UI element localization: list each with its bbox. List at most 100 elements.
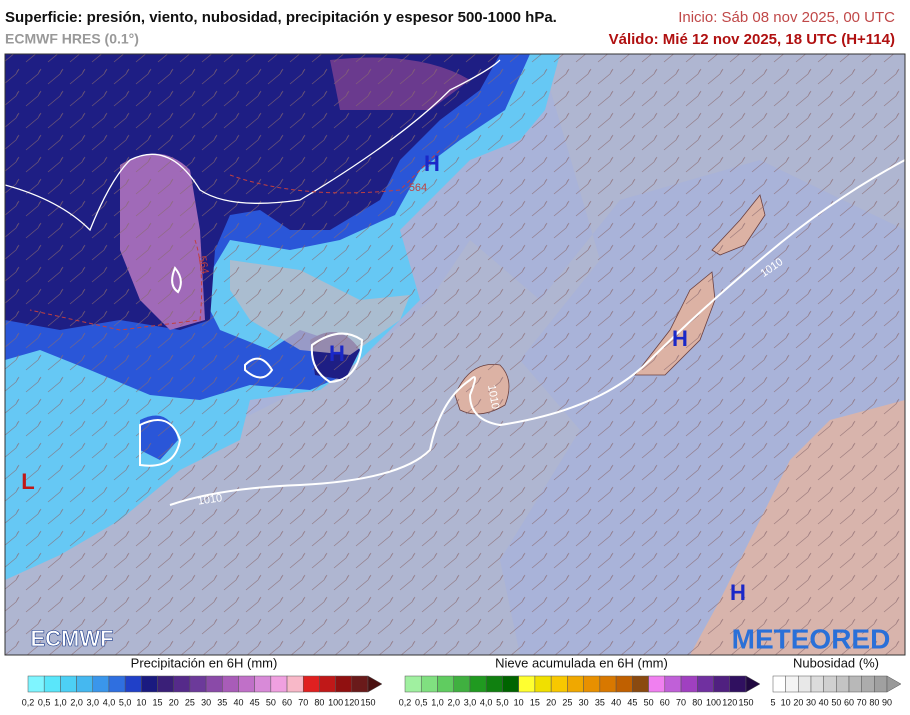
thickness-line <box>29 149 441 331</box>
legend-label: 150 <box>738 697 753 707</box>
wind-barbs <box>5 54 905 655</box>
legend-swatch <box>222 675 239 693</box>
legend-label: 2,0 <box>447 697 460 707</box>
legend-swatch <box>189 675 207 693</box>
legend-swatch <box>697 675 714 693</box>
legend-swatch <box>772 675 786 693</box>
low-pressure: L <box>21 469 34 494</box>
legend-label: 80 <box>869 697 879 707</box>
legend-swatch <box>141 675 158 693</box>
legend-swatch <box>108 675 126 693</box>
legend-swatch <box>664 675 682 693</box>
legend-label: 60 <box>660 697 670 707</box>
legend-swatch <box>567 675 584 693</box>
model: ECMWF HRES (0.1°) <box>5 31 139 47</box>
legend-label: 3,0 <box>87 697 100 707</box>
isobar <box>5 59 501 232</box>
legend-label: 4,0 <box>103 697 116 707</box>
legend-swatch <box>823 675 837 693</box>
legend-swatch <box>124 675 142 693</box>
legend-label: 100 <box>706 697 721 707</box>
legend-swatch <box>632 675 649 693</box>
legend-swatch <box>680 675 698 693</box>
legend-swatch <box>335 675 353 693</box>
legend-label: 45 <box>627 697 637 707</box>
legend-swatch <box>861 675 875 693</box>
legend-label: 5,0 <box>119 697 132 707</box>
legend-label: 20 <box>169 697 179 707</box>
legend-swatch <box>319 675 336 693</box>
legend-label: 40 <box>819 697 829 707</box>
legends: Precipitación en 6H (mm)0,2 0,5 1,0 2,0 3,0 4… <box>22 655 902 707</box>
legend-swatch <box>437 675 454 693</box>
legend-swatch <box>205 675 223 693</box>
legend-swatch <box>485 675 503 693</box>
isobar-label: 1010 <box>197 492 223 507</box>
legend-label: 40 <box>233 697 243 707</box>
legend-swatch <box>810 675 824 693</box>
legend-label: 30 <box>201 697 211 707</box>
title: Superficie: presión, viento, nubosidad, … <box>5 9 557 26</box>
legend-label: 50 <box>831 697 841 707</box>
high-pressure: H <box>329 341 345 366</box>
legend-label: 80 <box>314 697 324 707</box>
legend-label: 15 <box>153 697 163 707</box>
legend-label: 35 <box>595 697 605 707</box>
legend-swatch <box>404 675 422 693</box>
legend-label: 120 <box>344 697 359 707</box>
map-frame <box>4 53 906 656</box>
legend-label: 0,5 <box>38 697 51 707</box>
legend-label: 60 <box>282 697 292 707</box>
high-pressure: H <box>672 326 688 351</box>
legend-swatch <box>798 675 812 693</box>
legend-label: 4,0 <box>480 697 493 707</box>
legend-label: 40 <box>611 697 621 707</box>
legend-swatch <box>729 675 747 693</box>
legend-label: 90 <box>882 697 892 707</box>
legend-label: 70 <box>676 697 686 707</box>
legend-swatch <box>874 675 888 693</box>
legend-label: 0,2 <box>399 697 412 707</box>
legend-swatch <box>43 675 61 693</box>
legend-label: 20 <box>546 697 556 707</box>
legend-label: 120 <box>722 697 737 707</box>
legend-label: 25 <box>185 697 195 707</box>
legend-label: 25 <box>562 697 572 707</box>
legend-swatch <box>254 675 272 693</box>
legend-swatch <box>469 675 487 693</box>
legend-label: 150 <box>360 697 375 707</box>
legend-label: 100 <box>328 697 343 707</box>
legend-arrow <box>745 675 761 693</box>
init-time: Inicio: Sáb 08 nov 2025, 00 UTC <box>678 9 895 26</box>
legend-swatch <box>599 675 617 693</box>
legend-label: 10 <box>514 697 524 707</box>
legend-label: 60 <box>844 697 854 707</box>
legend-label: 15 <box>530 697 540 707</box>
legend-swatch <box>615 675 633 693</box>
thickness-label: 564 <box>196 255 211 275</box>
legend-swatch <box>785 675 799 693</box>
legend-swatch <box>286 675 304 693</box>
valid-time: Válido: Mié 12 nov 2025, 18 UTC (H+114) <box>609 31 895 48</box>
legend-swatch <box>713 675 731 693</box>
legend-label: 10 <box>781 697 791 707</box>
isobar-closed <box>139 266 364 467</box>
legend-label: 80 <box>692 697 702 707</box>
legend-swatch <box>848 675 862 693</box>
legend-title: Nieve acumulada en 6H (mm) <box>495 655 668 670</box>
legend-title: Precipitación en 6H (mm) <box>131 655 278 670</box>
legend-swatch <box>534 675 552 693</box>
thickness-label: 564 <box>409 182 427 194</box>
legend-swatch <box>270 675 288 693</box>
legend-swatch <box>836 675 850 693</box>
legend-arrow <box>886 675 902 693</box>
legend-swatch <box>302 675 320 693</box>
legend-swatch <box>76 675 94 693</box>
legend-label: 50 <box>266 697 276 707</box>
legend-label: 2,0 <box>70 697 83 707</box>
legend-label: 50 <box>644 697 654 707</box>
high-pressure: H <box>730 580 746 605</box>
legend-swatch <box>351 675 369 693</box>
